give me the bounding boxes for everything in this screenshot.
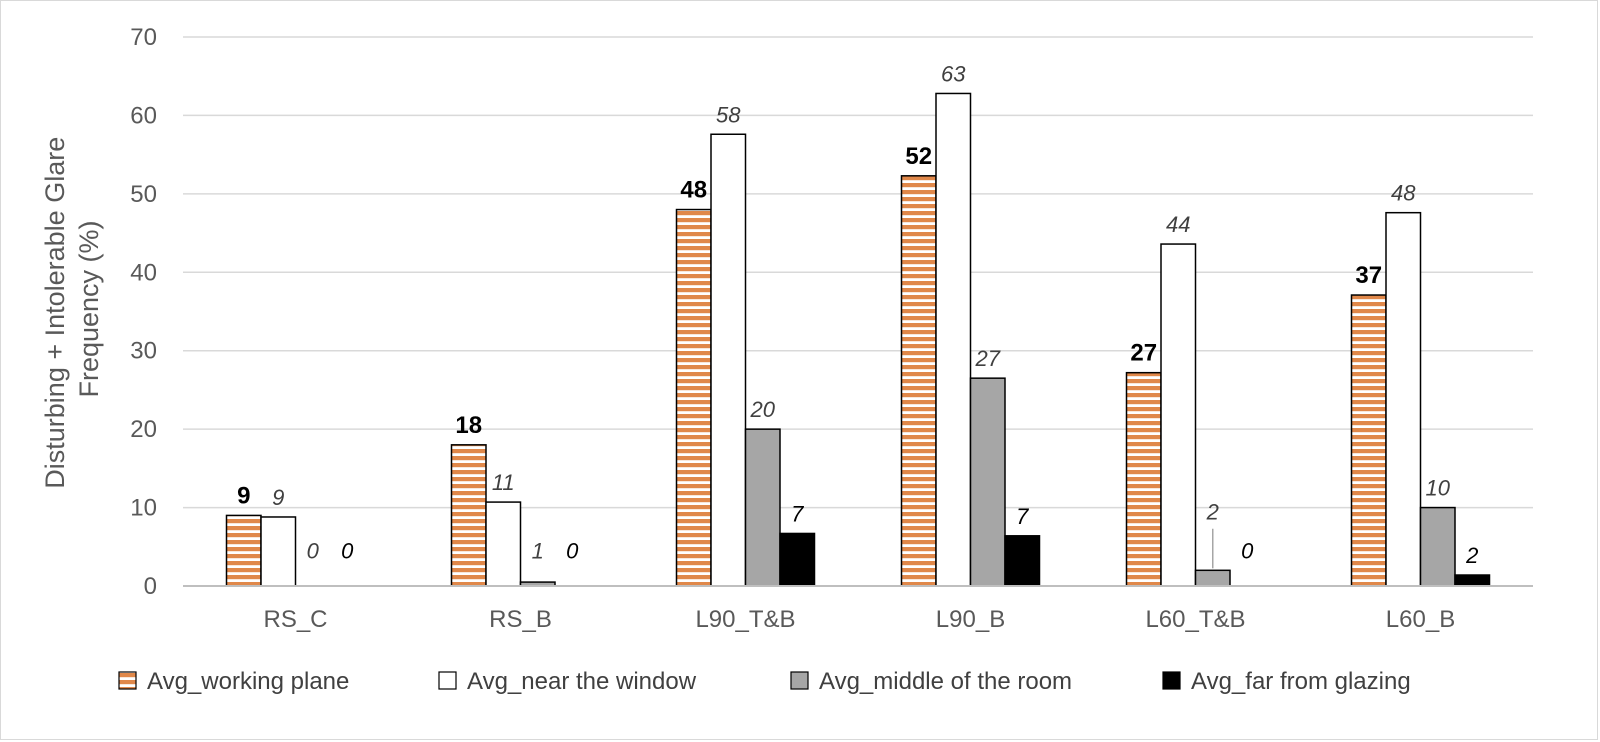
x-tick-label: L90_B (936, 606, 1005, 633)
x-tick-label: RS_B (489, 606, 552, 633)
data-label: 1 (532, 539, 544, 564)
data-label: 0 (1241, 539, 1254, 564)
data-label: 0 (566, 539, 579, 564)
legend-swatch (790, 671, 809, 690)
data-label: 9 (237, 482, 250, 509)
bar-avg-working-plane-l60-t-b (1125, 371, 1162, 587)
y-tick-label: 30 (130, 338, 157, 365)
bar-avg-working-plane-l60-b (1350, 294, 1387, 587)
x-tick-label: L60_T&B (1145, 606, 1245, 633)
data-label: 52 (905, 143, 932, 170)
y-tick-label: 40 (130, 259, 157, 286)
data-label: 0 (307, 539, 320, 564)
y-tick-label: 0 (144, 573, 157, 600)
bar-avg-working-plane-l90-b (900, 175, 937, 587)
data-label: 63 (941, 61, 966, 86)
gridlines (183, 36, 1533, 509)
data-label: 44 (1166, 212, 1190, 237)
bar-avg-middle-of-the-room-l90-t-b (744, 428, 781, 587)
data-label: 18 (455, 412, 482, 439)
y-tick-label: 50 (130, 181, 157, 208)
legend-label: Avg_middle of the room (819, 668, 1072, 695)
y-tick-label: 20 (130, 416, 157, 443)
data-label: 20 (750, 397, 776, 422)
bar-avg-middle-of-the-room-l60-t-b (1194, 569, 1231, 587)
bar-avg-near-the-window-l60-t-b (1160, 243, 1197, 587)
data-label: 0 (341, 539, 354, 564)
data-label: 7 (791, 501, 804, 526)
data-label: 11 (492, 470, 515, 495)
data-label: 48 (680, 177, 707, 204)
bar-avg-far-from-glazing-l60-b (1454, 574, 1491, 587)
x-tick-label: L90_T&B (695, 606, 795, 633)
data-label: 2 (1465, 543, 1478, 568)
bar-avg-working-plane-l90-t-b (675, 208, 712, 587)
legend-label: Avg_far from glazing (1191, 668, 1411, 695)
bar-avg-near-the-window-rs-b (485, 501, 522, 587)
data-label: 58 (716, 102, 741, 127)
data-label: 48 (1391, 181, 1416, 206)
data-label: 27 (1130, 340, 1157, 367)
bar-avg-far-from-glazing-l90-t-b (779, 532, 816, 587)
y-tick-label: 10 (130, 495, 157, 522)
y-axis-ticks: 0 10 20 30 40 50 60 70 (130, 24, 157, 600)
bar-avg-near-the-window-l90-b (935, 92, 972, 587)
y-axis-title: Disturbing + Intolerable Glare Frequency… (40, 129, 104, 488)
y-tick-label: 70 (130, 24, 157, 51)
legend-swatch (1162, 671, 1181, 690)
legend: Avg_working plane Avg_near the window Avg_… (118, 668, 1411, 695)
bar-avg-near-the-window-l90-t-b (710, 133, 747, 587)
data-label: 9 (272, 485, 284, 510)
y-axis-title-line-2: Frequency (%) (74, 220, 104, 397)
bar-avg-middle-of-the-room-l90-b (969, 377, 1006, 587)
legend-label: Avg_working plane (147, 668, 349, 695)
x-axis-ticks: RS_C RS_B L90_T&B L90_B L60_T&B L60_B (263, 606, 1455, 633)
data-label: 7 (1016, 504, 1029, 529)
data-label: 2 (1206, 499, 1219, 524)
y-tick-label: 60 (130, 102, 157, 129)
legend-swatch (438, 671, 457, 690)
y-axis-title-line-1: Disturbing + Intolerable Glare (40, 137, 70, 489)
bar-avg-working-plane-rs-b (450, 444, 487, 587)
bar-avg-near-the-window-rs-c (260, 516, 297, 587)
legend-swatch (118, 671, 137, 690)
bars (225, 92, 1491, 587)
bar-avg-far-from-glazing-l90-b (1004, 535, 1041, 587)
data-label: 37 (1355, 262, 1382, 289)
x-tick-label: L60_B (1386, 606, 1455, 633)
data-label: 27 (975, 346, 1001, 371)
bar-avg-working-plane-rs-c (225, 514, 262, 587)
x-tick-label: RS_C (263, 606, 327, 633)
data-label: 10 (1426, 476, 1451, 501)
bar-avg-middle-of-the-room-l60-b (1419, 506, 1456, 587)
legend-label: Avg_near the window (467, 668, 697, 695)
bar-avg-near-the-window-l60-b (1385, 211, 1422, 587)
